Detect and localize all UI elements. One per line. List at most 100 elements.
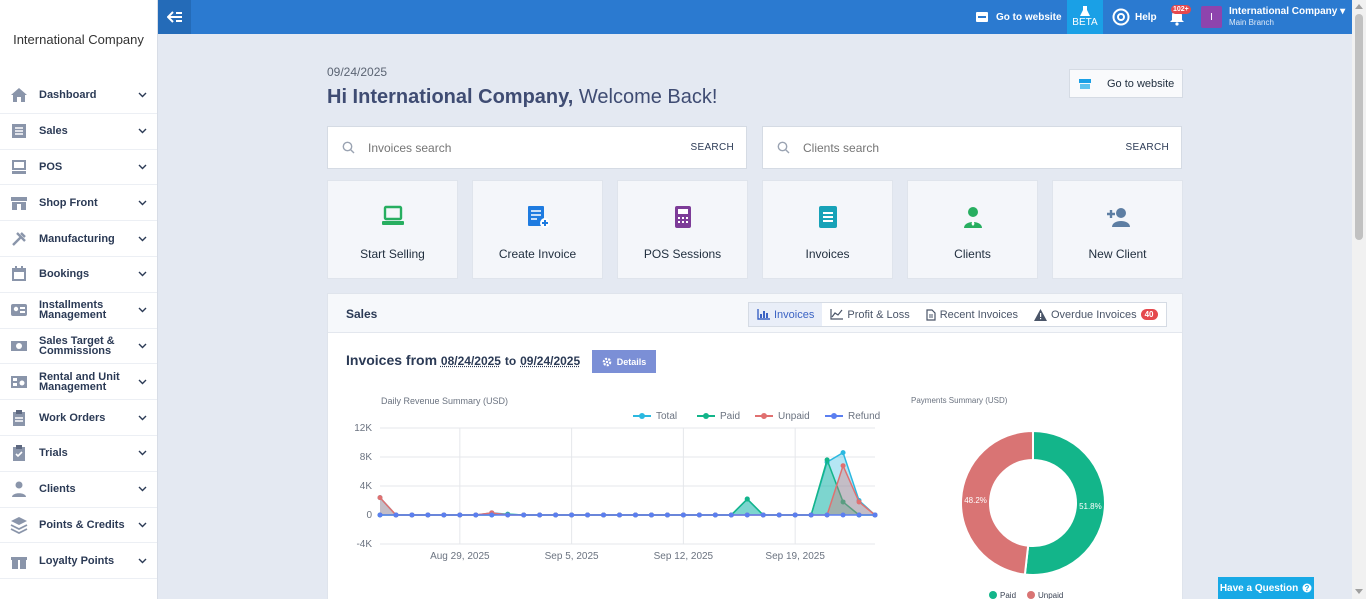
scroll-down-arrow-icon[interactable] — [1355, 589, 1363, 594]
go-to-website-link[interactable]: Go to website — [975, 0, 1062, 34]
invoices-from-label: Invoices from — [346, 352, 438, 368]
y-tick-label: 0 — [366, 510, 372, 521]
tile-start-selling[interactable]: Start Selling — [327, 180, 458, 279]
data-point — [409, 512, 415, 518]
have-a-question-button[interactable]: Have a Question ? — [1218, 577, 1314, 599]
chevron-down-icon[interactable] — [137, 484, 147, 494]
pie-slice-paid — [1023, 429, 1106, 576]
brand-name[interactable]: International Company — [13, 31, 144, 47]
legend-marker — [639, 413, 645, 419]
sidebar-item-rental-and-unit-management[interactable]: Rental and Unit Management — [0, 364, 157, 401]
chevron-down-icon[interactable] — [137, 556, 147, 566]
sidebar-item-label: Installments Management — [39, 299, 107, 322]
payments-summary-chart: Payments Summary (USD) 51.8% 48.2% Paid Unpa… — [911, 396, 1106, 599]
chevron-down-icon[interactable] — [137, 520, 147, 530]
daily-revenue-chart: Daily Revenue Summary (USD) 12K 8K 4K 0 -4K Au… — [354, 396, 880, 562]
collapse-sidebar-button[interactable] — [158, 0, 191, 34]
data-point — [393, 512, 399, 518]
tab-overdue-invoices[interactable]: Overdue Invoices 40 — [1026, 303, 1166, 326]
chevron-down-icon[interactable] — [137, 126, 147, 136]
question-icon: ? — [1302, 583, 1312, 593]
sales-panel-header: Sales Invoices Profit & Loss Recent Invo… — [328, 294, 1182, 333]
chevron-down-icon[interactable] — [137, 305, 147, 315]
sidebar-item-label: Rental and Unit Management — [39, 370, 120, 393]
client-search-input[interactable] — [803, 140, 1126, 155]
flask-icon — [1080, 6, 1090, 16]
x-tick-label: Sep 5, 2025 — [545, 551, 599, 562]
data-point — [425, 512, 431, 518]
scroll-thumb[interactable] — [1355, 14, 1363, 240]
chevron-down-icon[interactable] — [137, 269, 147, 279]
sidebar-item-bookings[interactable]: Bookings — [0, 257, 157, 293]
page-title: Hi International Company, Welcome Back! — [327, 86, 717, 109]
beta-button[interactable]: BETA — [1067, 0, 1103, 34]
beta-label: BETA — [1072, 17, 1098, 28]
sidebar-item-pos[interactable]: POS — [0, 150, 157, 186]
tab-invoices[interactable]: Invoices — [749, 303, 823, 326]
arrow-left-icon — [166, 11, 182, 23]
from-date[interactable]: 08/24/2025 — [440, 354, 501, 368]
help-button-label: Have a Question — [1219, 582, 1299, 594]
line-chart-icon — [830, 309, 844, 320]
invoice-search-button[interactable]: SEARCH — [690, 142, 734, 153]
layers-icon — [10, 516, 28, 534]
chevron-down-icon[interactable] — [137, 413, 147, 423]
sidebar-item-sales-target-commissions[interactable]: Sales Target & Commissions — [0, 329, 157, 365]
chevron-down-icon[interactable] — [137, 341, 147, 351]
sidebar-item-loyalty-points[interactable]: Loyalty Points — [0, 543, 157, 580]
sidebar-item-label: Loyalty Points — [39, 554, 115, 567]
invoice-search-input[interactable] — [368, 140, 691, 155]
sidebar-item-label: Bookings — [39, 268, 90, 281]
overdue-count-badge: 40 — [1140, 309, 1158, 320]
sidebar-item-label: Sales — [39, 125, 68, 138]
go-to-website-button[interactable]: Go to website — [1069, 69, 1183, 98]
tab-recent-invoices[interactable]: Recent Invoices — [918, 303, 1026, 326]
avatar[interactable]: I — [1201, 6, 1222, 28]
client-search-box: SEARCH — [762, 126, 1182, 169]
chevron-down-icon[interactable] — [137, 162, 147, 172]
to-date[interactable]: 09/24/2025 — [520, 354, 581, 368]
chevron-down-icon[interactable] — [137, 198, 147, 208]
legend-label: Paid — [1000, 591, 1016, 599]
tile-clients[interactable]: Clients — [907, 180, 1038, 279]
page-scrollbar[interactable] — [1352, 0, 1366, 599]
chevron-down-icon[interactable] — [137, 90, 147, 100]
scroll-up-arrow-icon[interactable] — [1355, 4, 1363, 9]
store-icon — [1079, 78, 1091, 89]
help-link[interactable]: Help — [1112, 0, 1157, 34]
chevron-down-icon[interactable] — [137, 234, 147, 244]
caret-down-icon: ▾ — [1340, 6, 1346, 17]
data-point — [377, 512, 383, 518]
tile-pos-sessions[interactable]: POS Sessions — [617, 180, 748, 279]
sidebar-item-installments-management[interactable]: Installments Management — [0, 293, 157, 329]
tile-label: Invoices — [805, 247, 850, 261]
sidebar-item-manufacturing[interactable]: Manufacturing — [0, 221, 157, 257]
sidebar-item-work-orders[interactable]: Work Orders — [0, 400, 157, 436]
sidebar-item-label: Work Orders — [39, 411, 106, 424]
client-search-button[interactable]: SEARCH — [1125, 142, 1169, 153]
sidebar-item-trials[interactable]: Trials — [0, 436, 157, 472]
sidebar-item-clients[interactable]: Clients — [0, 472, 157, 508]
sidebar-item-points-credits[interactable]: Points & Credits — [0, 508, 157, 544]
sidebar-item-label: Shop Front — [39, 196, 98, 209]
tools-icon — [10, 230, 28, 248]
data-point — [664, 512, 670, 518]
sidebar-item-shop-front[interactable]: Shop Front — [0, 185, 157, 222]
tile-invoices[interactable]: Invoices — [762, 180, 893, 279]
details-button[interactable]: Details — [592, 350, 656, 373]
calendar-icon — [10, 265, 28, 283]
monitor-icon — [10, 158, 28, 176]
y-tick-label: -4K — [356, 539, 372, 550]
company-menu[interactable]: International Company ▾ Main Branch — [1229, 6, 1345, 28]
branch-name: Main Branch — [1229, 18, 1274, 27]
x-tick-label: Aug 29, 2025 — [430, 551, 490, 562]
chevron-down-icon[interactable] — [137, 377, 147, 387]
bar-chart-icon — [757, 309, 770, 320]
y-tick-label: 4K — [360, 481, 373, 492]
tile-create-invoice[interactable]: Create Invoice — [472, 180, 603, 279]
tile-new-client[interactable]: New Client — [1052, 180, 1183, 279]
sidebar-item-dashboard[interactable]: Dashboard — [0, 78, 157, 114]
tab-profit-loss[interactable]: Profit & Loss — [822, 303, 917, 326]
chevron-down-icon[interactable] — [137, 448, 147, 458]
sidebar-item-sales[interactable]: Sales — [0, 114, 157, 150]
